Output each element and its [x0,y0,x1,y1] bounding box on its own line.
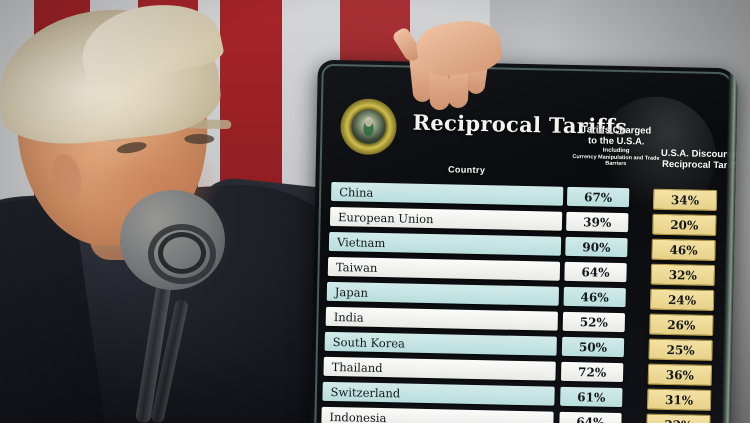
presidential-seal-icon [339,98,398,156]
cell-tariff-charged: 46% [563,286,626,308]
charged-sub2: Currency Manipulation and Trade Barriers [572,153,660,168]
cell-country: China [330,181,564,206]
cell-country: Taiwan [327,256,561,281]
cell-discounted-tariff: 34% [652,188,718,212]
cell-tariff-charged: 50% [561,336,625,358]
cell-tariff-charged: 72% [560,361,624,383]
cell-tariff-charged: 52% [562,311,626,333]
cell-country: Japan [326,281,560,306]
charged-line2: to the U.S.A. [587,134,645,148]
cell-tariff-charged: 90% [565,236,628,258]
ear [47,150,86,203]
cell-tariff-charged: 67% [566,186,630,208]
column-header-country: Country [447,164,486,176]
cell-tariff-charged: 64% [559,411,622,423]
cell-tariff-charged: 64% [564,261,627,283]
cell-discounted-tariff: 24% [649,288,715,311]
cell-country: South Korea [324,331,557,356]
eye-right [184,133,215,144]
palm [413,16,505,80]
reciprocal-tariffs-board: Reciprocal Tariffs Country Tariffs Charg… [310,59,738,423]
cell-discounted-tariff: 25% [648,338,713,361]
column-header-discounted-tariffs: U.S.A. Discounted Reciprocal Tariffs [654,148,738,172]
cell-discounted-tariff: 31% [646,388,712,411]
cell-tariff-charged: 39% [566,211,629,233]
cell-country: Vietnam [328,231,562,256]
cell-discounted-tariff: 32% [650,263,716,287]
cell-country: Thailand [323,356,556,381]
seal-inner [351,109,386,145]
column-header-tariffs-charged: Tariffs Charged to the U.S.A. Including … [566,124,667,169]
tariff-table-rows: China 67% 34% European Union 39% 20% Vietnam 90… [310,181,735,423]
microphone-ring [148,224,216,284]
cell-country: India [325,306,558,331]
cell-country: Switzerland [322,381,555,406]
cell-discounted-tariff: 26% [649,313,714,336]
cell-discounted-tariff: 46% [651,238,716,262]
cell-discounted-tariff: 36% [647,363,713,386]
cell-discounted-tariff: 20% [652,213,717,237]
cell-discounted-tariff: 32% [646,413,711,423]
cell-tariff-charged: 61% [560,386,623,408]
cell-country: European Union [329,206,563,231]
microphone-inner-ring [158,232,206,274]
hand-gripping-board [391,16,520,111]
